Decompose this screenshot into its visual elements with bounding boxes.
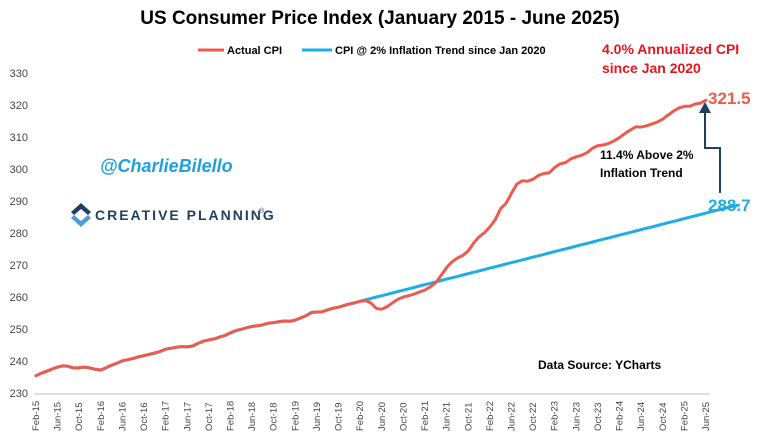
registered-mark: ® <box>259 207 265 215</box>
x-tick-label: Jun-25 <box>701 402 712 431</box>
x-tick-label: Oct-21 <box>463 402 474 431</box>
y-tick-label: 330 <box>10 68 28 80</box>
y-tick-label: 230 <box>10 388 28 400</box>
x-tick-label: Oct-23 <box>593 402 604 431</box>
y-tick-label: 270 <box>10 260 28 272</box>
creative-planning-logo: CREATIVE PLANNING ® <box>71 203 276 227</box>
gap-label-line1: 11.4% Above 2% <box>600 148 694 162</box>
y-tick-label: 260 <box>10 292 28 304</box>
x-tick-label: Jun-15 <box>53 402 64 431</box>
legend: Actual CPI CPI @ 2% Inflation Trend sinc… <box>198 45 546 57</box>
x-tick-label: Feb-21 <box>420 401 431 431</box>
x-tick-label: Jun-23 <box>571 402 582 431</box>
legend-label-trend: CPI @ 2% Inflation Trend since Jan 2020 <box>335 45 546 57</box>
x-tick-label: Feb-16 <box>96 401 107 431</box>
y-tick-label: 320 <box>10 100 28 112</box>
creative-planning-logo-icon <box>71 203 91 227</box>
x-tick-label: Feb-18 <box>226 401 237 431</box>
end-label-trend: 288.7 <box>708 196 751 215</box>
x-tick-label: Oct-24 <box>658 402 669 431</box>
x-tick-label: Feb-22 <box>485 401 496 431</box>
x-tick-label: Jun-16 <box>117 402 128 431</box>
x-tick-label: Feb-17 <box>161 401 172 431</box>
x-tick-label: Feb-15 <box>31 401 42 431</box>
y-tick-label: 250 <box>10 324 28 336</box>
y-tick-label: 300 <box>10 164 28 176</box>
twitter-handle: @CharlieBilello <box>100 156 233 176</box>
x-tick-label: Feb-24 <box>615 401 626 431</box>
x-axis: Feb-15 Jun-15 Oct-15 Feb-16 Jun-16 Oct-16 Feb-… <box>31 393 712 431</box>
x-tick-label: Jun-22 <box>506 402 517 431</box>
y-tick-label: 290 <box>10 196 28 208</box>
y-axis: 330 320 310 300 290 280 270 260 250 240 230 <box>10 68 28 400</box>
series-line-trend-cpi <box>34 203 740 378</box>
x-tick-label: Jun-24 <box>636 402 647 431</box>
x-tick-label: Oct-16 <box>139 402 150 431</box>
chart-title: US Consumer Price Index (January 2015 - … <box>140 8 619 29</box>
x-tick-label: Oct-15 <box>74 402 85 431</box>
x-tick-label: Jun-19 <box>312 402 323 431</box>
end-label-actual: 321.5 <box>708 89 751 108</box>
y-tick-label: 310 <box>10 132 28 144</box>
series-line-actual-cpi <box>34 98 708 378</box>
legend-label-actual: Actual CPI <box>227 45 282 57</box>
y-tick-label: 280 <box>10 228 28 240</box>
x-tick-label: Oct-22 <box>528 402 539 431</box>
x-tick-label: Feb-20 <box>355 401 366 431</box>
data-source: Data Source: YCharts <box>538 358 661 372</box>
gap-bracket <box>699 102 721 193</box>
x-tick-label: Feb-19 <box>290 401 301 431</box>
series-layer <box>34 98 740 378</box>
x-tick-label: Feb-25 <box>679 401 690 431</box>
x-tick-label: Oct-18 <box>269 402 280 431</box>
x-tick-label: Oct-20 <box>398 402 409 431</box>
gap-label-line2: Inflation Trend <box>600 166 683 180</box>
x-tick-label: Feb-23 <box>550 401 561 431</box>
y-tick-label: 240 <box>10 356 28 368</box>
gap-arrow-line <box>704 112 721 193</box>
x-tick-label: Oct-17 <box>204 402 215 431</box>
creative-planning-logo-text: CREATIVE PLANNING <box>95 207 276 223</box>
x-tick-label: Oct-19 <box>334 402 345 431</box>
x-tick-label: Jun-21 <box>442 402 453 431</box>
annualized-cpi-line2: since Jan 2020 <box>602 60 701 76</box>
annualized-cpi-line1: 4.0% Annualized CPI <box>602 41 739 57</box>
x-tick-label: Jun-20 <box>377 402 388 431</box>
x-tick-label: Jun-18 <box>247 402 258 431</box>
gap-arrow-head <box>699 102 711 113</box>
x-tick-label: Jun-17 <box>182 402 193 431</box>
